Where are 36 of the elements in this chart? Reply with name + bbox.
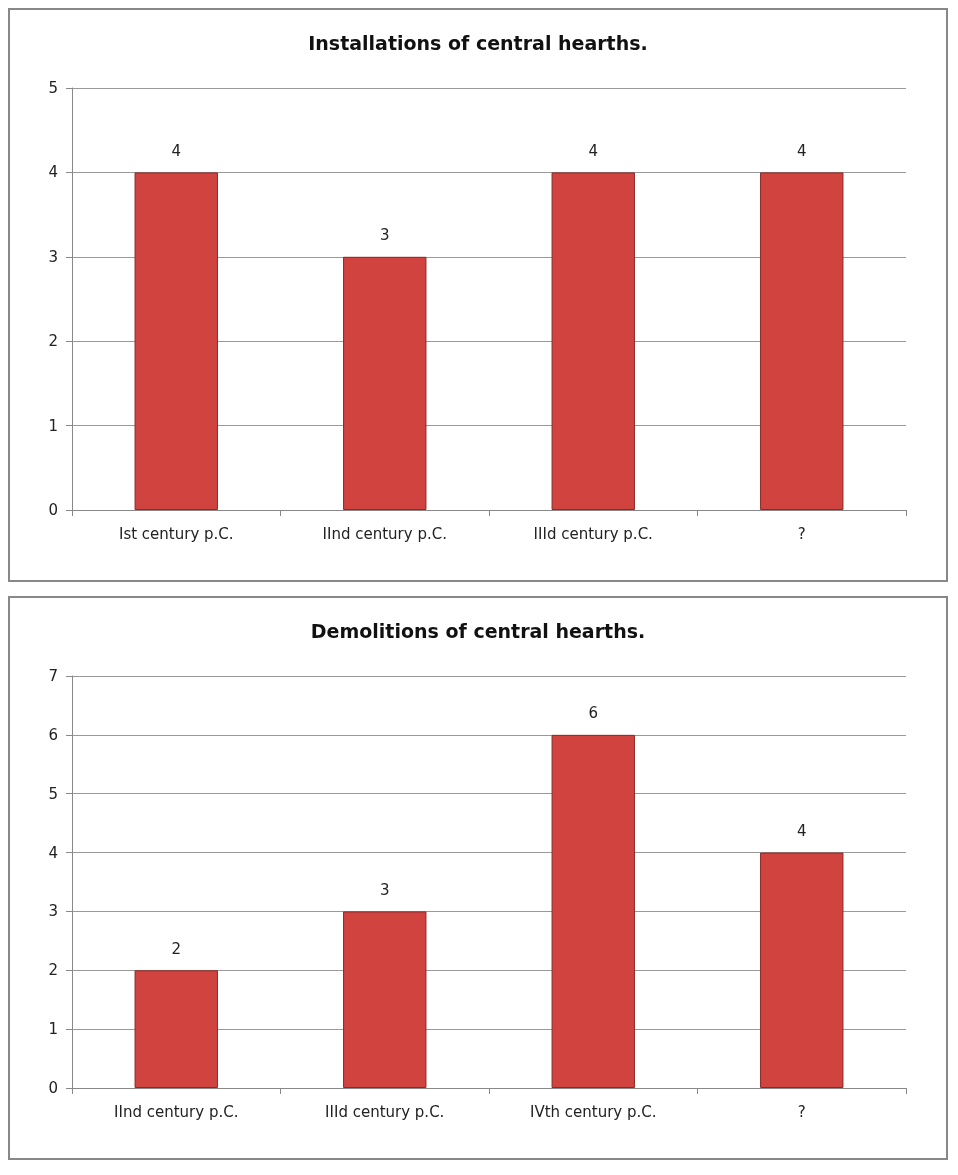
y-tick-label: 5: [48, 79, 58, 97]
x-tick-label: ?: [797, 1102, 806, 1121]
y-tick-label: 0: [48, 501, 58, 519]
y-tick-label: 4: [48, 843, 58, 862]
y-tick-label: 0: [48, 1079, 58, 1097]
bar: [134, 970, 218, 1088]
y-tick-label: 5: [48, 784, 58, 803]
x-tick-label: ?: [797, 524, 806, 543]
x-tick-label: IInd century p.C.: [322, 524, 447, 543]
y-tick-label: 1: [48, 416, 58, 435]
bar: [760, 852, 844, 1088]
y-tick-label: 2: [48, 332, 58, 351]
y-tick-label: 3: [48, 902, 58, 921]
data-label: 6: [588, 704, 599, 723]
data-label: 4: [796, 822, 807, 841]
bar: [343, 911, 427, 1088]
data-label: 3: [379, 226, 390, 245]
data-label: 4: [796, 141, 807, 160]
y-tick-label: 2: [48, 961, 58, 980]
x-tick-label: Ist century p.C.: [118, 524, 234, 543]
data-label: 4: [171, 141, 182, 160]
x-tick-label: IIId century p.C.: [533, 524, 653, 543]
y-tick-label: 3: [48, 247, 58, 266]
y-tick-label: 6: [48, 725, 58, 744]
x-tick-label: IVth century p.C.: [529, 1102, 657, 1121]
data-label: 4: [588, 141, 599, 160]
data-label: 2: [171, 939, 182, 958]
x-tick-label: IInd century p.C.: [114, 1102, 239, 1121]
y-tick-label: 1: [48, 1020, 58, 1039]
y-tick-label: 4: [48, 163, 58, 182]
y-tick-label: 7: [48, 667, 58, 685]
chart-title: Installations of central hearths.: [308, 31, 648, 54]
bar: [551, 734, 635, 1088]
x-tick-label: IIId century p.C.: [325, 1102, 445, 1121]
data-label: 3: [379, 880, 390, 899]
chart-title: Demolitions of central hearths.: [310, 619, 646, 642]
